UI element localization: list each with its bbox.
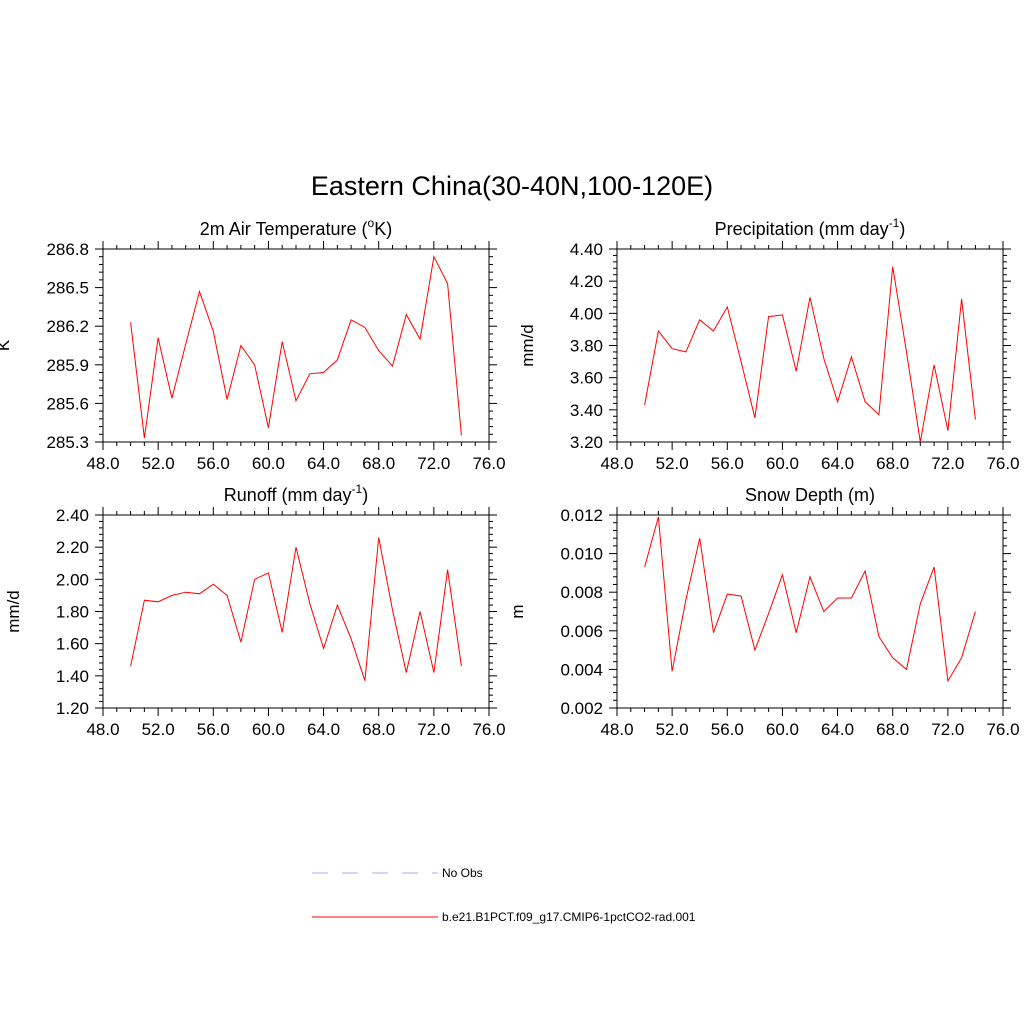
figure-title: Eastern China(30-40N,100-120E) — [311, 171, 713, 201]
chart-panel-4: 48.0 52.0 56.0 60.0 64.0 68.0 72.0 76.0 0.002 0.0… — [508, 485, 1020, 739]
x-tick-label: 56.0 — [711, 720, 744, 739]
panel-title: Snow Depth (m) — [745, 485, 875, 505]
series-line-1 — [644, 516, 976, 683]
y-tick-label: 285.9 — [46, 356, 89, 375]
panel-title-text: Snow Depth (m) — [745, 485, 875, 505]
panel-title-superscript: o — [368, 216, 375, 230]
x-tick-label: 48.0 — [600, 720, 633, 739]
x-tick-label: 72.0 — [417, 454, 450, 473]
series-line-1 — [130, 537, 462, 681]
x-tick-label: 52.0 — [142, 454, 175, 473]
x-tick-label: 64.0 — [821, 720, 854, 739]
panel-title-text: Runoff (mm day — [224, 485, 352, 505]
panel-title-superscript: -1 — [889, 216, 900, 230]
x-tick-label: 68.0 — [362, 720, 395, 739]
y-tick-label: 4.00 — [570, 304, 603, 323]
x-tick-label: 52.0 — [656, 720, 689, 739]
x-tick-label: 68.0 — [876, 720, 909, 739]
x-tick-label: 64.0 — [821, 454, 854, 473]
y-tick-label: 1.80 — [56, 603, 89, 622]
y-tick-label: 2.00 — [56, 570, 89, 589]
x-tick-label: 48.0 — [600, 454, 633, 473]
series-line-1 — [130, 255, 462, 439]
y-axis-label: mm/d — [4, 590, 23, 633]
panel-title-suffix: ) — [899, 219, 905, 239]
panel-title: Runoff (mm day-1) — [224, 482, 368, 505]
x-tick-label: 72.0 — [417, 720, 450, 739]
plot-frame — [616, 514, 1004, 709]
y-tick-label: 0.008 — [560, 583, 603, 602]
y-axis-label: m — [508, 604, 527, 618]
y-tick-label: 4.20 — [570, 272, 603, 291]
panel-title-text: 2m Air Temperature ( — [200, 219, 368, 239]
panel-title-suffix: ) — [362, 485, 368, 505]
y-tick-label: 0.010 — [560, 545, 603, 564]
y-tick-label: 0.012 — [560, 506, 603, 525]
y-tick-label: 2.40 — [56, 506, 89, 525]
chart-panel-3: 48.0 52.0 56.0 60.0 64.0 68.0 72.0 76.0 1.20 1.40… — [4, 482, 506, 739]
y-tick-label: 3.80 — [570, 337, 603, 356]
panel-title-superscript: -1 — [352, 482, 363, 496]
series-line-1 — [644, 266, 976, 443]
panels: 48.0 52.0 56.0 60.0 64.0 68.0 72.0 76.0 285.3 285… — [0, 216, 1020, 739]
panel-title: 2m Air Temperature (oK) — [200, 216, 392, 239]
x-tick-label: 76.0 — [472, 454, 505, 473]
y-tick-label: 0.006 — [560, 622, 603, 641]
y-tick-label: 0.002 — [560, 699, 603, 718]
y-tick-label: 285.3 — [46, 433, 89, 452]
plot-frame — [102, 248, 490, 443]
x-tick-label: 52.0 — [142, 720, 175, 739]
y-axis-label: mm/d — [518, 324, 537, 367]
y-tick-label: 4.40 — [570, 240, 603, 259]
x-tick-label: 72.0 — [931, 454, 964, 473]
y-tick-label: 286.8 — [46, 240, 89, 259]
panel-title-text: Precipitation (mm day — [715, 219, 889, 239]
y-tick-label: 3.40 — [570, 401, 603, 420]
x-tick-label: 68.0 — [362, 454, 395, 473]
x-tick-label: 48.0 — [86, 720, 119, 739]
x-tick-label: 76.0 — [986, 454, 1019, 473]
legend: No Obs b.e21.B1PCT.f09_g17.CMIP6-1pctCO2-… — [312, 866, 696, 924]
x-tick-label: 64.0 — [307, 454, 340, 473]
x-tick-label: 56.0 — [197, 720, 230, 739]
x-tick-label: 72.0 — [931, 720, 964, 739]
y-tick-label: 1.60 — [56, 635, 89, 654]
x-tick-label: 60.0 — [252, 720, 285, 739]
x-tick-label: 52.0 — [656, 454, 689, 473]
x-tick-label: 48.0 — [86, 454, 119, 473]
y-tick-label: 3.20 — [570, 433, 603, 452]
y-tick-label: 286.2 — [46, 317, 89, 336]
x-tick-label: 76.0 — [986, 720, 1019, 739]
y-axis-label: K — [0, 339, 13, 351]
panel-title-suffix: K) — [374, 219, 392, 239]
legend-label-2: b.e21.B1PCT.f09_g17.CMIP6-1pctCO2-rad.00… — [442, 910, 696, 924]
x-tick-label: 56.0 — [711, 454, 744, 473]
y-tick-label: 3.60 — [570, 369, 603, 388]
chart-panel-2: 48.0 52.0 56.0 60.0 64.0 68.0 72.0 76.0 3.20 3.40… — [518, 216, 1020, 473]
chart-panel-1: 48.0 52.0 56.0 60.0 64.0 68.0 72.0 76.0 285.3 285… — [0, 216, 506, 473]
y-tick-label: 1.40 — [56, 667, 89, 686]
x-tick-label: 60.0 — [766, 720, 799, 739]
plot-frame — [616, 248, 1004, 443]
x-tick-label: 60.0 — [766, 454, 799, 473]
legend-label-1: No Obs — [442, 866, 483, 880]
x-tick-label: 68.0 — [876, 454, 909, 473]
y-tick-label: 1.20 — [56, 699, 89, 718]
y-tick-label: 285.6 — [46, 394, 89, 413]
y-tick-label: 0.004 — [560, 660, 603, 679]
panel-title: Precipitation (mm day-1) — [715, 216, 906, 239]
x-tick-label: 76.0 — [472, 720, 505, 739]
y-tick-label: 286.5 — [46, 279, 89, 298]
y-tick-label: 2.20 — [56, 538, 89, 557]
x-tick-label: 64.0 — [307, 720, 340, 739]
x-tick-label: 56.0 — [197, 454, 230, 473]
x-tick-label: 60.0 — [252, 454, 285, 473]
plot-frame — [102, 514, 490, 709]
